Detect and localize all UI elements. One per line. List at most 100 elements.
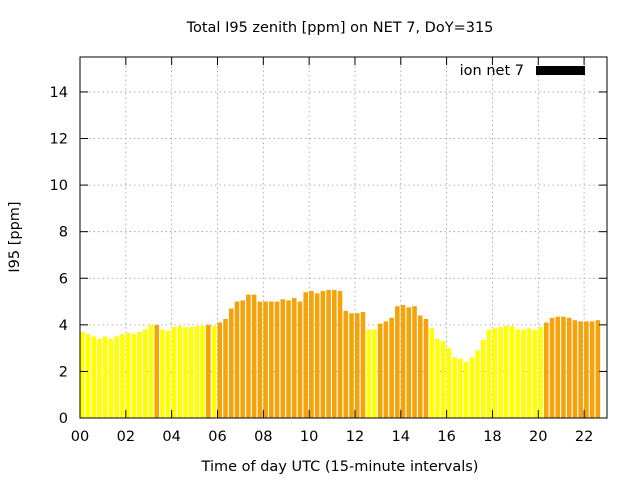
bar (280, 299, 286, 418)
bar (406, 307, 412, 418)
bar (337, 291, 343, 418)
bar (228, 308, 234, 418)
bar (165, 330, 171, 418)
x-tick-label: 10 (300, 429, 318, 445)
bar (526, 328, 532, 418)
bar (143, 329, 148, 418)
x-tick-label: 22 (575, 429, 593, 445)
bar (578, 321, 583, 418)
bar (85, 334, 91, 418)
bar (343, 310, 349, 418)
bar (206, 324, 211, 418)
bar (291, 298, 297, 418)
bar (269, 301, 274, 418)
bar (200, 326, 205, 418)
bar (595, 320, 601, 418)
bar (211, 326, 217, 418)
bar (188, 327, 194, 418)
bar (102, 336, 108, 418)
bar (561, 316, 566, 418)
x-tick-label: 04 (162, 429, 180, 445)
bar (125, 332, 131, 418)
bar (538, 327, 543, 418)
bar (183, 327, 188, 418)
bar (360, 312, 366, 418)
bar (435, 338, 440, 418)
legend-swatch (536, 66, 585, 75)
legend-label: ion net 7 (460, 63, 524, 79)
legend: ion net 7 (460, 63, 585, 79)
bar (400, 305, 406, 418)
axis-ticks (79, 57, 607, 419)
y-tick-label: 14 (50, 85, 68, 101)
bar (503, 326, 509, 418)
bar (492, 328, 498, 418)
bar (543, 322, 549, 418)
bar (549, 317, 555, 418)
bar (377, 323, 383, 418)
bar (160, 329, 165, 418)
bar (177, 326, 182, 418)
y-tick-label: 6 (59, 271, 68, 287)
bar (251, 294, 257, 418)
bar (320, 291, 326, 418)
bar (515, 329, 520, 418)
bar (354, 313, 360, 418)
bar (383, 321, 389, 418)
bar (217, 322, 223, 418)
bar (171, 327, 177, 418)
bar (326, 289, 331, 418)
bar (91, 336, 97, 418)
bar (154, 324, 160, 418)
grid-lines (80, 57, 607, 418)
y-tick-label: 0 (59, 411, 68, 427)
bar (395, 306, 400, 418)
x-tick-label: 12 (346, 429, 364, 445)
bar (446, 348, 452, 418)
x-tick-label: 06 (208, 429, 226, 445)
x-axis-label: Time of day UTC (15-minute intervals) (201, 459, 479, 475)
bar (349, 313, 354, 418)
bar (555, 316, 561, 418)
bar (137, 331, 142, 418)
bar (314, 293, 320, 418)
bar (498, 327, 503, 418)
bar (589, 321, 595, 418)
plot-frame (79, 56, 608, 419)
bar (469, 357, 475, 418)
bar (509, 326, 515, 418)
bar (463, 362, 469, 418)
bar (366, 329, 371, 418)
x-tick-label: 00 (71, 429, 89, 445)
bar (80, 331, 85, 418)
bar (114, 336, 119, 418)
x-tick-label: 14 (392, 429, 410, 445)
bar (486, 329, 492, 418)
y-axis-label: I95 [ppm] (7, 201, 23, 272)
bar (417, 315, 423, 418)
bar (131, 334, 137, 418)
bar (332, 289, 337, 418)
x-tick-label: 16 (437, 429, 455, 445)
bars (80, 289, 601, 418)
x-tick-label: 20 (529, 429, 547, 445)
bar (257, 301, 263, 418)
bar (458, 358, 463, 418)
bar (440, 341, 446, 418)
bar (309, 291, 314, 418)
chart-title: Total I95 zenith [ppm] on NET 7, DoY=315 (186, 20, 494, 36)
y-tick-label: 8 (59, 225, 68, 241)
bar (234, 301, 240, 418)
y-tick-label: 10 (50, 178, 68, 194)
bar (584, 321, 589, 418)
bar (97, 338, 102, 418)
bar (429, 328, 435, 418)
bar (194, 326, 200, 418)
bar (148, 324, 154, 418)
bar (263, 301, 268, 418)
bar (532, 329, 538, 418)
bar (108, 338, 114, 418)
bar (521, 329, 526, 418)
bar (286, 300, 291, 418)
bar (423, 319, 429, 418)
